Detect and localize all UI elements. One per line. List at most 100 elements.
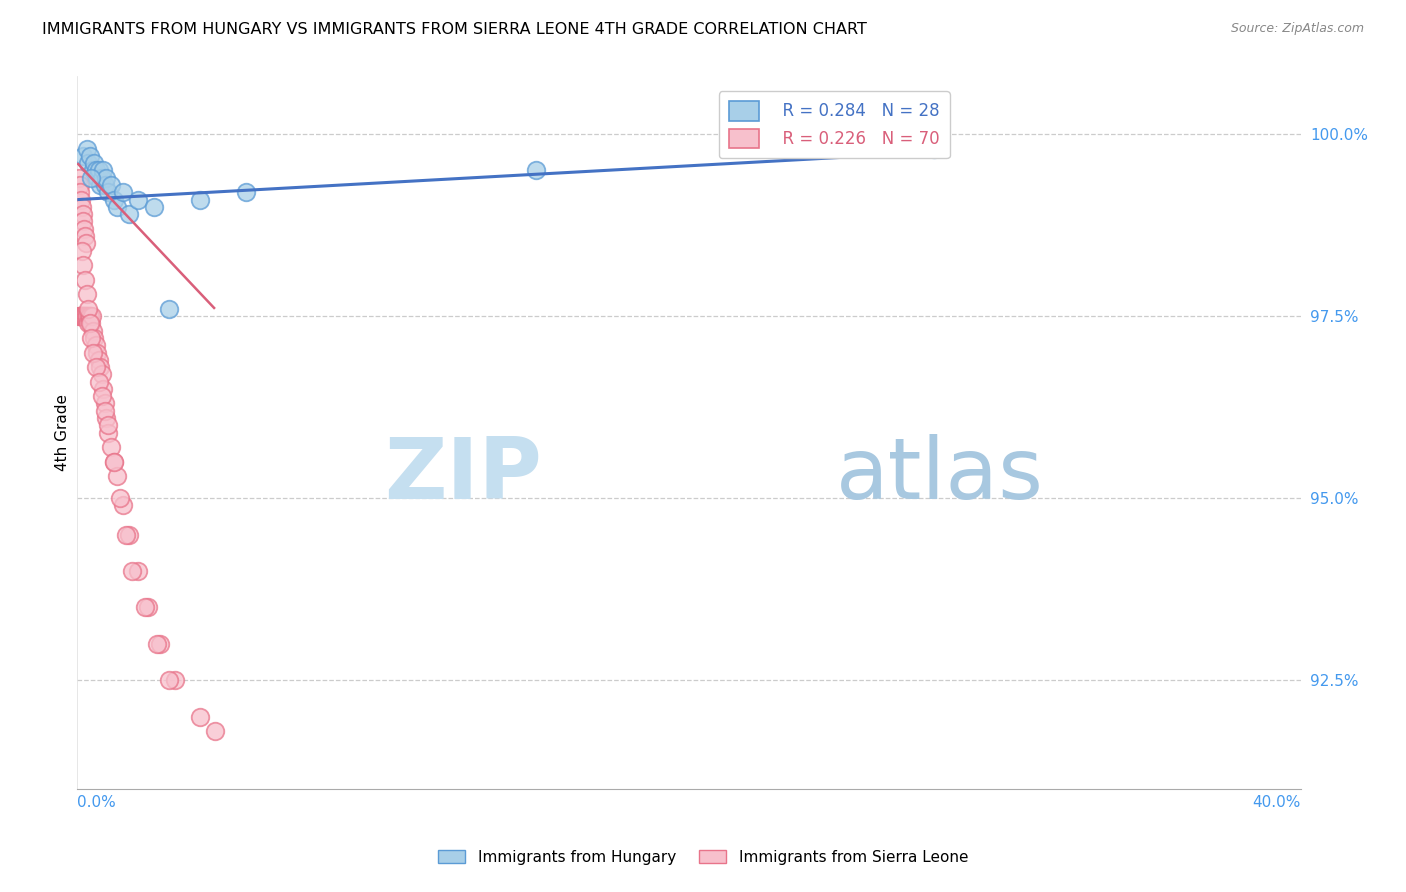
- Point: [90, 389, 112, 403]
- Point: [70, 309, 93, 323]
- Point: [77, 309, 100, 323]
- Point: [73, 273, 96, 287]
- Point: [70, 309, 93, 323]
- Point: [79, 149, 101, 163]
- Point: [157, 301, 180, 316]
- Point: [83, 156, 105, 170]
- Point: [103, 455, 125, 469]
- Point: [79, 317, 101, 331]
- Point: [69, 309, 91, 323]
- Point: [108, 491, 131, 505]
- Point: [94, 396, 117, 410]
- Point: [94, 178, 117, 192]
- Point: [73, 309, 96, 323]
- Point: [86, 170, 108, 185]
- Point: [82, 324, 104, 338]
- Point: [84, 360, 107, 375]
- Point: [77, 317, 100, 331]
- Point: [146, 637, 169, 651]
- Point: [72, 309, 94, 323]
- Point: [76, 309, 98, 323]
- Point: [204, 724, 226, 739]
- Point: [72, 309, 94, 323]
- Point: [112, 499, 135, 513]
- Point: [100, 178, 122, 192]
- Point: [82, 345, 104, 359]
- Point: [72, 149, 94, 163]
- Point: [188, 193, 211, 207]
- Point: [69, 186, 91, 200]
- Point: [142, 200, 165, 214]
- Point: [103, 455, 125, 469]
- Y-axis label: 4th Grade: 4th Grade: [55, 394, 70, 471]
- Point: [70, 244, 93, 258]
- Point: [165, 673, 187, 688]
- Point: [84, 163, 107, 178]
- Point: [73, 309, 96, 323]
- Point: [91, 163, 114, 178]
- Text: 0.0%: 0.0%: [77, 796, 117, 810]
- Point: [87, 163, 110, 178]
- Point: [79, 309, 101, 323]
- Point: [67, 170, 90, 185]
- Point: [76, 309, 98, 323]
- Legend:   R = 0.284   N = 28,   R = 0.226   N = 70: R = 0.284 N = 28, R = 0.226 N = 70: [718, 91, 949, 158]
- Point: [103, 193, 125, 207]
- Point: [235, 186, 257, 200]
- Point: [922, 142, 945, 156]
- Point: [134, 600, 156, 615]
- Text: Source: ZipAtlas.com: Source: ZipAtlas.com: [1230, 22, 1364, 36]
- Point: [105, 469, 128, 483]
- Point: [100, 440, 122, 454]
- Point: [90, 368, 112, 382]
- Text: IMMIGRANTS FROM HUNGARY VS IMMIGRANTS FROM SIERRA LEONE 4TH GRADE CORRELATION CH: IMMIGRANTS FROM HUNGARY VS IMMIGRANTS FR…: [42, 22, 868, 37]
- Point: [524, 163, 547, 178]
- Point: [89, 178, 111, 192]
- Point: [82, 163, 104, 178]
- Point: [73, 221, 96, 235]
- Point: [115, 527, 138, 541]
- Point: [91, 382, 114, 396]
- Point: [121, 564, 143, 578]
- Point: [69, 309, 91, 323]
- Point: [97, 418, 120, 433]
- Point: [72, 207, 94, 221]
- Point: [127, 193, 149, 207]
- Point: [188, 709, 211, 723]
- Point: [90, 170, 112, 185]
- Text: 40.0%: 40.0%: [1253, 796, 1301, 810]
- Point: [80, 331, 103, 345]
- Point: [97, 425, 120, 440]
- Point: [118, 527, 141, 541]
- Point: [127, 564, 149, 578]
- Point: [97, 186, 120, 200]
- Point: [83, 331, 105, 345]
- Point: [96, 411, 118, 425]
- Point: [77, 156, 100, 170]
- Point: [157, 673, 180, 688]
- Point: [75, 309, 97, 323]
- Point: [69, 178, 91, 192]
- Point: [76, 142, 98, 156]
- Point: [80, 309, 103, 323]
- Point: [75, 236, 97, 251]
- Legend: Immigrants from Hungary, Immigrants from Sierra Leone: Immigrants from Hungary, Immigrants from…: [432, 844, 974, 871]
- Point: [94, 404, 117, 418]
- Text: ZIP: ZIP: [384, 434, 543, 517]
- Point: [80, 170, 103, 185]
- Point: [89, 360, 111, 375]
- Point: [80, 317, 103, 331]
- Point: [87, 375, 110, 389]
- Point: [70, 200, 93, 214]
- Point: [77, 301, 100, 316]
- Point: [84, 338, 107, 352]
- Point: [72, 214, 94, 228]
- Point: [73, 229, 96, 244]
- Point: [87, 352, 110, 367]
- Point: [105, 200, 128, 214]
- Point: [118, 207, 141, 221]
- Point: [72, 258, 94, 272]
- Text: atlas: atlas: [835, 434, 1043, 517]
- Point: [96, 170, 118, 185]
- Point: [136, 600, 159, 615]
